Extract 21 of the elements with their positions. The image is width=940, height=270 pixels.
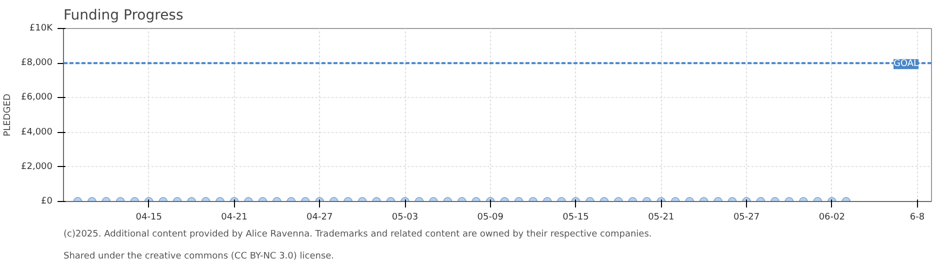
x-tick-label: 04-21	[221, 212, 248, 222]
y-tick-label: £2,000	[21, 162, 53, 172]
x-tick-label: 05-09	[477, 212, 504, 222]
x-tick-label: 06-02	[818, 212, 845, 222]
y-tick-label: £0	[41, 196, 53, 206]
y-tick-label: £4,000	[21, 127, 53, 138]
text: (c)2025. Additional content provided by Alice Ravenna. Trademarks and related content are owned by their respective companies.	[64, 230, 652, 240]
x-tick-label: 05-03	[392, 212, 418, 222]
x-tick-label: 05-21	[648, 212, 674, 222]
x-tick-label: 6-8	[910, 212, 925, 222]
y-tick-label: £6,000	[21, 92, 53, 103]
x-tick-label: 05-27	[733, 212, 760, 222]
x-tick-label: 04-15	[136, 212, 162, 222]
chart-title: Funding Progress	[64, 8, 184, 24]
y-tick-label: £8,000	[21, 58, 53, 68]
y-tick-label: £10K	[29, 24, 54, 34]
x-tick-label: 04-27	[306, 212, 333, 222]
x-tick-label: 05-15	[562, 212, 589, 222]
y-axis-title: PLEDGED	[3, 94, 14, 136]
text: Shared under the creative commons (CC BY-NC 3.0) license.	[64, 252, 334, 262]
ref-line-label: GOAL	[894, 59, 919, 70]
